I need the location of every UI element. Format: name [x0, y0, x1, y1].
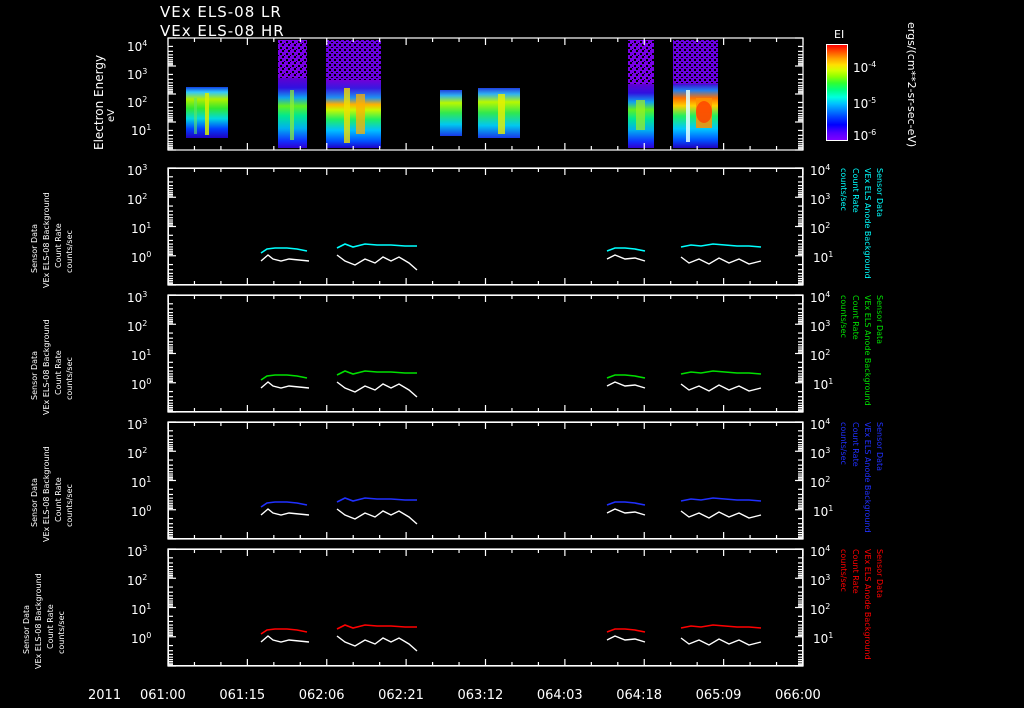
p2-left-label-0: Sensor Data [30, 350, 39, 400]
p2-left-label-3: counts/sec [65, 357, 74, 400]
xaxis-year-label: 2011 [88, 688, 122, 703]
p4-right-label-1: VEx ELS Anode Background [863, 549, 872, 660]
p3-left-label-1: VEx ELS-08 Background [42, 446, 51, 542]
p3-ytick-1e2: 102 [127, 446, 148, 461]
p2-ytick-1e2: 102 [127, 319, 148, 334]
p3-ytick-1e3: 103 [127, 417, 148, 432]
panel-els-red: 103 102 101 100 104 103 102 101 Sensor D… [0, 544, 1024, 674]
p1-left-label-0: Sensor Data [30, 223, 39, 273]
p1-right-label-3: counts/sec [839, 168, 848, 211]
p2-right-label-2: Count Rate [851, 295, 860, 340]
p1-rytick-1e1: 101 [813, 250, 834, 265]
plot-title-line-1: VEx ELS-08 LR [160, 3, 282, 21]
xaxis-tick-062-06: 062:06 [298, 688, 345, 703]
colorbar-unit-label: ergs/(cm**2-sr-sec-eV) [905, 22, 918, 148]
p4-left-label-2: Count Rate [46, 604, 55, 649]
p1-rytick-1e3: 103 [810, 192, 831, 207]
p1-left-label-2: Count Rate [54, 223, 63, 268]
p3-ytick-1e1: 101 [131, 475, 152, 490]
p2-ytick-1e3: 103 [127, 290, 148, 305]
panel-trace-canvas [260, 370, 762, 398]
p4-rytick-1e4: 104 [810, 544, 831, 559]
p1-rytick-1e4: 104 [810, 163, 831, 178]
panel-trace-canvas [260, 624, 762, 652]
p1-right-label-1: VEx ELS Anode Background [863, 168, 872, 279]
p2-left-label-1: VEx ELS-08 Background [42, 319, 51, 415]
p1-ytick-1e0: 100 [131, 250, 152, 265]
colorbar-tick-1e-5: 10-5 [853, 96, 877, 111]
p2-right-label-0: Sensor Data [875, 295, 884, 345]
p4-left-label-3: counts/sec [57, 611, 66, 654]
colorbar-tick-1e-6: 10-6 [853, 128, 877, 143]
p4-right-label-2: Count Rate [851, 549, 860, 594]
p1-ytick-1e2: 102 [127, 192, 148, 207]
p3-right-label-3: counts/sec [839, 422, 848, 465]
p3-rytick-1e3: 103 [810, 446, 831, 461]
p0-ytick-1e2: 102 [127, 95, 148, 110]
xaxis-tick-064-03: 064:03 [536, 688, 583, 703]
p1-left-label-3: counts/sec [65, 230, 74, 273]
p3-rytick-1e2: 102 [810, 475, 831, 490]
xaxis-tick-065-09: 065:09 [695, 688, 742, 703]
p2-rytick-1e3: 103 [810, 319, 831, 334]
p1-left-label-1: VEx ELS-08 Background [42, 192, 51, 288]
plot-title-line-2: VEx ELS-08 HR [160, 22, 285, 40]
p4-left-label-0: Sensor Data [22, 604, 31, 654]
p3-left-label-0: Sensor Data [30, 477, 39, 527]
electron-energy-axis-label: Electron Energy [92, 54, 106, 150]
p4-left-label-1: VEx ELS-08 Background [34, 573, 43, 669]
p4-ytick-1e1: 101 [131, 602, 152, 617]
colorbar-tick-1e-4: 10-4 [853, 60, 877, 75]
p2-left-label-2: Count Rate [54, 350, 63, 395]
p3-rytick-1e1: 101 [813, 504, 834, 519]
xaxis-tick-066-00: 066:00 [775, 688, 821, 703]
panel-els-blue: 103 102 101 100 104 103 102 101 Sensor D… [0, 417, 1024, 544]
panel-trace-canvas [260, 497, 762, 525]
p3-right-label-0: Sensor Data [875, 422, 884, 472]
xaxis-tick-labels: 061:00 061:15 062:06 062:21 063:12 064:03 064:… [0, 688, 1024, 708]
xaxis-tick-061-00: 061:00 [140, 688, 186, 703]
p0-ytick-1e4: 104 [127, 39, 148, 54]
p2-right-label-1: VEx ELS Anode Background [863, 295, 872, 406]
xaxis-tick-063-12: 063:12 [457, 688, 504, 703]
p2-rytick-1e1: 101 [813, 377, 834, 392]
p4-rytick-1e2: 102 [810, 602, 831, 617]
p4-ytick-1e0: 100 [131, 631, 152, 646]
p4-ytick-1e2: 102 [127, 573, 148, 588]
xaxis-tick-064-18: 064:18 [616, 688, 662, 703]
colorbar [826, 44, 848, 141]
p0-ytick-1e1: 101 [131, 123, 152, 138]
p3-left-label-3: counts/sec [65, 484, 74, 527]
p3-right-label-2: Count Rate [851, 422, 860, 467]
panel-els-cyan: 103 102 101 100 104 103 102 101 Sensor D… [0, 163, 1024, 290]
p2-ytick-1e1: 101 [131, 348, 152, 363]
colorbar-title: EI [834, 28, 845, 41]
electron-energy-axis-unit: eV [106, 109, 117, 122]
xaxis-tick-061-15: 061:15 [219, 688, 266, 703]
p1-right-label-2: Count Rate [851, 168, 860, 213]
p1-ytick-1e1: 101 [131, 221, 152, 236]
p3-right-label-1: VEx ELS Anode Background [863, 422, 872, 533]
p2-ytick-1e0: 100 [131, 377, 152, 392]
p4-right-label-0: Sensor Data [875, 549, 884, 599]
p0-ytick-1e3: 103 [127, 67, 148, 82]
p4-rytick-1e1: 101 [813, 631, 834, 646]
p2-rytick-1e2: 102 [810, 348, 831, 363]
p1-right-label-0: Sensor Data [875, 168, 884, 218]
p4-rytick-1e3: 103 [810, 573, 831, 588]
p3-left-label-2: Count Rate [54, 477, 63, 522]
p4-right-label-3: counts/sec [839, 549, 848, 592]
panel-els-green: 103 102 101 100 104 103 102 101 Sensor D… [0, 290, 1024, 417]
panel-trace-canvas [260, 243, 762, 271]
xaxis-tick-062-21: 062:21 [378, 688, 424, 703]
panel-spectrogram-canvas [168, 38, 803, 150]
p2-rytick-1e4: 104 [810, 290, 831, 305]
p1-rytick-1e2: 102 [810, 221, 831, 236]
p3-ytick-1e0: 100 [131, 504, 152, 519]
p3-rytick-1e4: 104 [810, 417, 831, 432]
p1-ytick-1e3: 103 [127, 163, 148, 178]
p2-right-label-3: counts/sec [839, 295, 848, 338]
p4-ytick-1e3: 103 [127, 544, 148, 559]
